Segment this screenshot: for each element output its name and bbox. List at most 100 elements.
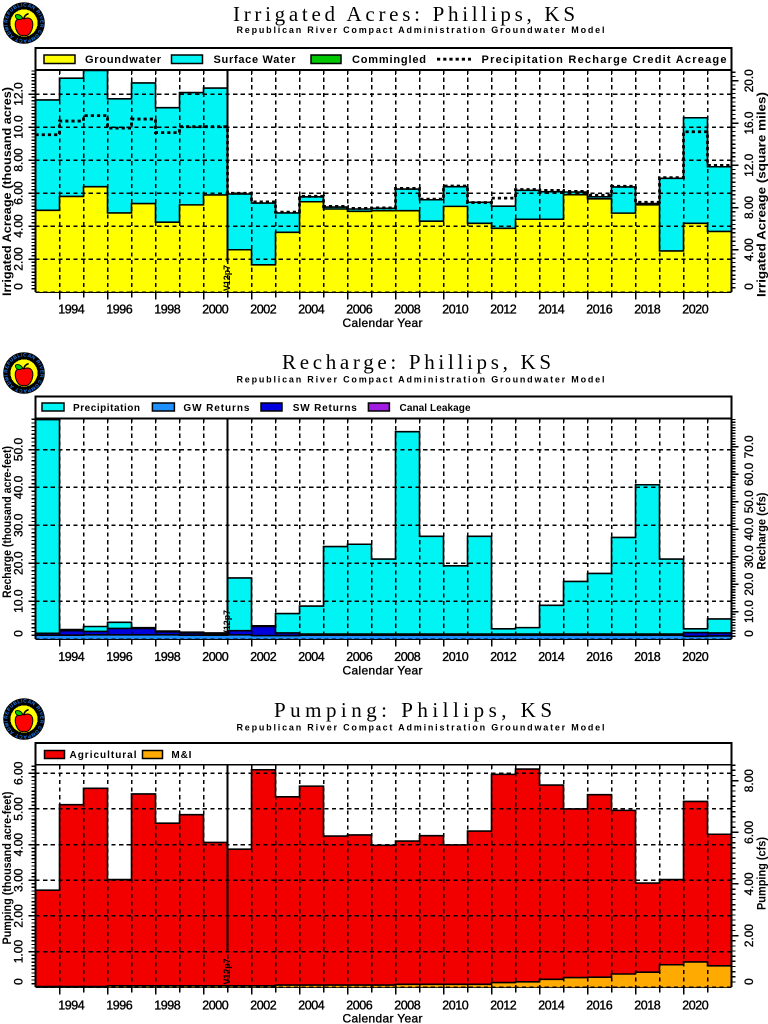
svg-text:20.0: 20.0 [742, 572, 756, 595]
svg-text:Precipitation Recharge Credit: Precipitation Recharge Credit Acreage [482, 54, 727, 66]
svg-text:10.0: 10.0 [742, 600, 756, 623]
svg-text:2.00: 2.00 [12, 904, 26, 928]
svg-text:4.00: 4.00 [742, 872, 756, 895]
svg-text:Canal Leakage: Canal Leakage [400, 403, 471, 414]
svg-text:2020: 2020 [682, 650, 709, 664]
svg-text:Recharge (cfs): Recharge (cfs) [755, 493, 768, 570]
svg-text:0: 0 [742, 978, 756, 985]
svg-text:Calendar Year: Calendar Year [343, 1012, 423, 1024]
svg-text:Irrigated Acreage (square mile: Irrigated Acreage (square miles) [755, 92, 768, 297]
svg-text:2000: 2000 [202, 999, 229, 1013]
svg-text:12.0: 12.0 [742, 153, 756, 176]
svg-text:2000: 2000 [202, 303, 229, 317]
svg-text:0: 0 [12, 978, 26, 985]
svg-text:Recharge: Phillips, KS: Recharge: Phillips, KS [282, 350, 551, 374]
svg-text:4.00: 4.00 [742, 238, 756, 261]
svg-text:4.00: 4.00 [12, 214, 26, 238]
svg-text:2018: 2018 [634, 303, 661, 317]
svg-text:2016: 2016 [586, 650, 613, 664]
svg-text:2016: 2016 [586, 303, 613, 317]
svg-text:40.0: 40.0 [742, 517, 756, 540]
svg-text:1998: 1998 [154, 650, 181, 664]
svg-text:2010: 2010 [442, 999, 469, 1013]
svg-text:0: 0 [12, 283, 26, 290]
svg-text:2014: 2014 [538, 650, 565, 664]
svg-text:M&I: M&I [171, 750, 191, 761]
svg-text:Republican River Compact Admin: Republican River Compact Administration … [237, 25, 605, 35]
svg-text:1.00: 1.00 [12, 939, 26, 963]
svg-text:SW Returns: SW Returns [293, 403, 357, 414]
svg-text:Recharge (thousand acre-feet): Recharge (thousand acre-feet) [0, 446, 14, 598]
svg-text:2006: 2006 [346, 650, 373, 664]
svg-text:Republican River Compact Admin: Republican River Compact Administration … [237, 723, 605, 733]
svg-text:2018: 2018 [634, 999, 661, 1013]
svg-text:16.0: 16.0 [742, 111, 756, 134]
svg-text:Pumping (thousand acre-feet): Pumping (thousand acre-feet) [0, 792, 14, 945]
svg-text:8.00: 8.00 [12, 148, 26, 172]
svg-text:2.00: 2.00 [12, 247, 26, 271]
svg-text:10.0: 10.0 [12, 115, 26, 139]
svg-text:Agricultural: Agricultural [70, 750, 137, 761]
svg-text:70.0: 70.0 [742, 435, 756, 458]
svg-text:2010: 2010 [442, 303, 469, 317]
svg-text:6.00: 6.00 [12, 761, 26, 785]
svg-text:50.0: 50.0 [12, 437, 26, 461]
svg-text:Irrigated Acres: Phillips,: Irrigated Acres: Phillips, KS [233, 2, 575, 26]
svg-text:GW Returns: GW Returns [183, 403, 249, 414]
svg-text:4.00: 4.00 [12, 833, 26, 857]
svg-text:2016: 2016 [586, 999, 613, 1013]
svg-text:60.0: 60.0 [742, 463, 756, 486]
svg-text:Republican River Compact Admin: Republican River Compact Administration … [237, 375, 605, 385]
svg-text:2002: 2002 [250, 650, 277, 664]
svg-text:6.00: 6.00 [742, 821, 756, 844]
svg-text:1994: 1994 [58, 303, 85, 317]
svg-text:10.0: 10.0 [12, 589, 26, 613]
svg-text:2006: 2006 [346, 303, 373, 317]
svg-text:2004: 2004 [298, 999, 325, 1013]
svg-text:Calendar Year: Calendar Year [343, 316, 423, 330]
svg-text:2014: 2014 [538, 999, 565, 1013]
svg-text:Pumping (cfs): Pumping (cfs) [755, 837, 768, 910]
svg-text:2012: 2012 [490, 650, 517, 664]
svg-text:2002: 2002 [250, 999, 277, 1013]
svg-text:30.0: 30.0 [12, 513, 26, 537]
svg-text:V12p7: V12p7 [222, 265, 233, 291]
svg-text:2020: 2020 [682, 303, 709, 317]
svg-text:12.0: 12.0 [12, 82, 26, 106]
svg-text:Surface Water: Surface Water [214, 54, 297, 66]
svg-text:0: 0 [742, 283, 756, 290]
svg-text:1996: 1996 [106, 650, 133, 664]
svg-text:1994: 1994 [58, 999, 85, 1013]
svg-text:1998: 1998 [154, 999, 181, 1013]
svg-text:40.0: 40.0 [12, 475, 26, 499]
svg-text:30.0: 30.0 [742, 545, 756, 568]
svg-text:2008: 2008 [394, 650, 421, 664]
svg-text:1994: 1994 [58, 650, 85, 664]
svg-text:2004: 2004 [298, 303, 325, 317]
svg-text:20.0: 20.0 [12, 551, 26, 575]
svg-text:2018: 2018 [634, 650, 661, 664]
svg-text:V12p7: V12p7 [222, 959, 233, 985]
svg-text:V12p7: V12p7 [222, 610, 233, 636]
svg-text:2012: 2012 [490, 999, 517, 1013]
svg-text:8.00: 8.00 [742, 196, 756, 219]
svg-text:2012: 2012 [490, 303, 517, 317]
svg-text:3.00: 3.00 [12, 868, 26, 892]
svg-text:1996: 1996 [106, 303, 133, 317]
svg-text:2008: 2008 [394, 999, 421, 1013]
svg-text:50.0: 50.0 [742, 490, 756, 513]
svg-text:2008: 2008 [394, 303, 421, 317]
svg-text:Calendar Year: Calendar Year [343, 664, 423, 678]
svg-text:8.00: 8.00 [742, 769, 756, 792]
svg-text:2010: 2010 [442, 650, 469, 664]
svg-text:2002: 2002 [250, 303, 277, 317]
svg-text:6.00: 6.00 [12, 181, 26, 205]
svg-text:0: 0 [12, 630, 26, 637]
svg-text:20.0: 20.0 [742, 69, 756, 92]
svg-text:0: 0 [742, 630, 756, 637]
svg-text:2.00: 2.00 [742, 924, 756, 947]
svg-text:2020: 2020 [682, 999, 709, 1013]
svg-text:2006: 2006 [346, 999, 373, 1013]
svg-text:2014: 2014 [538, 303, 565, 317]
svg-text:Commingled: Commingled [352, 54, 426, 66]
